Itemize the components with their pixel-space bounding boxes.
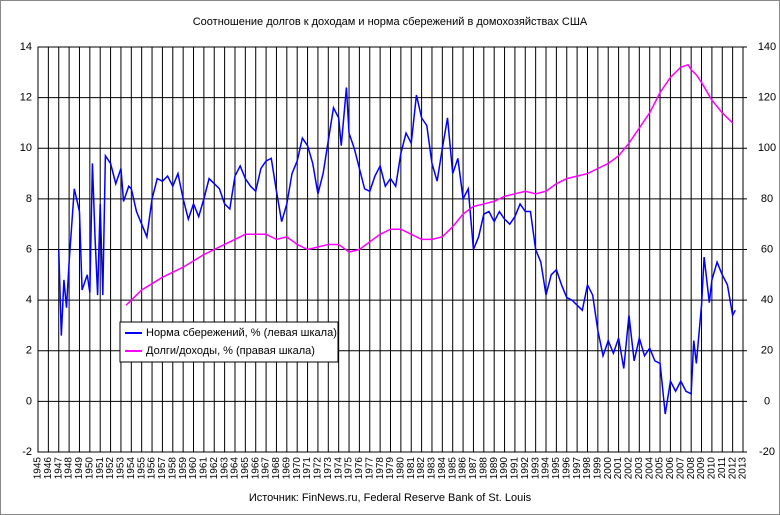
- x-tick-label: 1969: [281, 457, 292, 480]
- x-tick-label: 1971: [302, 457, 313, 480]
- x-tick-label: 1957: [157, 457, 168, 480]
- x-tick-label: 2012: [727, 457, 738, 480]
- x-tick-label: 1981: [406, 457, 417, 480]
- x-tick-label: 1975: [344, 457, 355, 480]
- x-tick-label: 1980: [396, 457, 407, 480]
- x-tick-label: 1973: [323, 457, 334, 480]
- x-tick-label: 1970: [292, 457, 303, 480]
- x-tick-label: 2001: [613, 457, 624, 480]
- x-tick-label: 1952: [105, 457, 116, 480]
- y2-tick-label: 0: [764, 395, 770, 407]
- x-tick-label: 1947: [53, 457, 64, 480]
- x-tick-label: 1985: [447, 457, 458, 480]
- y2-tick-label: 20: [761, 345, 773, 357]
- x-tick-label: 1962: [209, 457, 220, 480]
- x-tick-label: 1945: [33, 457, 44, 480]
- y2-tick-label: 80: [761, 193, 773, 205]
- y-tick-label: 0: [26, 395, 32, 407]
- x-tick-label: 1995: [551, 457, 562, 480]
- x-tick-label: 1963: [219, 457, 230, 480]
- x-tick-label: 1958: [167, 457, 178, 480]
- plot-border: [37, 46, 744, 453]
- y-tick-label: 4: [26, 294, 32, 306]
- x-tick-label: 1968: [271, 457, 282, 480]
- x-tick-label: 1989: [489, 457, 500, 480]
- y2-tick-label: 100: [758, 142, 776, 154]
- x-tick-label: 1951: [95, 457, 106, 480]
- x-tick-label: 1967: [261, 457, 272, 480]
- x-tick-label: 1982: [416, 457, 427, 480]
- x-tick-label: 1976: [354, 457, 365, 480]
- x-tick-label: 1960: [188, 457, 199, 480]
- y2-tick-label: -20: [759, 446, 775, 458]
- x-tick-label: 2004: [644, 457, 655, 480]
- x-tick-label: 1990: [499, 457, 510, 480]
- x-tick-label: 1974: [333, 457, 344, 480]
- x-tick-label: 2003: [634, 457, 645, 480]
- series-line: [57, 87, 736, 415]
- x-tick-label: 1991: [510, 457, 521, 480]
- x-tick-label: 1996: [561, 457, 572, 480]
- y-tick-label: 2: [26, 345, 32, 357]
- x-tick-label: 1946: [43, 457, 54, 480]
- x-tick-label: 1992: [520, 457, 531, 480]
- y2-tick-label: 40: [761, 294, 773, 306]
- x-tick-label: 1986: [458, 457, 469, 480]
- x-tick-label: 1977: [364, 457, 375, 480]
- y2-tick-label: 140: [758, 41, 776, 53]
- legend-box: [119, 321, 339, 363]
- x-tick-label: 2002: [624, 457, 635, 480]
- x-tick-label: 1983: [427, 457, 438, 480]
- x-tick-label: 1948: [64, 457, 75, 480]
- y-tick-label: -2: [22, 446, 32, 458]
- y-tick-label: 10: [20, 142, 32, 154]
- x-tick-label: 1997: [572, 457, 583, 480]
- x-tick-label: 1955: [136, 457, 147, 480]
- chart-title: Соотношение долгов к доходам и норма сбе…: [193, 16, 588, 28]
- x-tick-label: 1950: [84, 457, 95, 480]
- legend-label: Долги/доходы, % (правая шкала): [146, 345, 315, 357]
- x-tick-label: 1984: [437, 457, 448, 480]
- x-tick-label: 1979: [385, 457, 396, 480]
- x-tick-label: 1988: [478, 457, 489, 480]
- legend-label: Норма сбережений, % (левая шкала): [146, 327, 337, 339]
- x-tick-label: 1999: [592, 457, 603, 480]
- y2-tick-label: 120: [758, 92, 776, 104]
- x-tick-label: 1959: [178, 457, 189, 480]
- x-tick-label: 1961: [199, 457, 210, 480]
- y-tick-label: 6: [26, 243, 32, 255]
- y-tick-label: 8: [26, 193, 32, 205]
- x-tick-label: 1987: [468, 457, 479, 480]
- source: Источник: FinNews.ru, Federal Reserve Ba…: [249, 492, 532, 504]
- x-tick-label: 2013: [738, 457, 749, 480]
- series-line: [125, 63, 734, 306]
- x-tick-label: 1954: [126, 457, 137, 480]
- x-tick-label: 1966: [250, 457, 261, 480]
- x-tick-label: 2008: [686, 457, 697, 480]
- x-tick-label: 1953: [116, 457, 127, 480]
- x-tick-label: 2005: [655, 457, 666, 480]
- x-tick-label: 1964: [230, 457, 241, 480]
- x-tick-label: 1965: [240, 457, 251, 480]
- x-tick-label: 1956: [147, 457, 158, 480]
- x-tick-label: 2007: [675, 457, 686, 480]
- y-tick-label: 12: [20, 92, 32, 104]
- y-tick-label: 14: [20, 41, 32, 53]
- x-tick-label: 1972: [313, 457, 324, 480]
- x-tick-label: 1998: [582, 457, 593, 480]
- x-tick-label: 2011: [717, 457, 728, 479]
- x-tick-label: 2006: [665, 457, 676, 480]
- x-tick-label: 1993: [530, 457, 541, 480]
- x-tick-label: 2009: [696, 457, 707, 480]
- y2-tick-label: 60: [761, 243, 773, 255]
- x-tick-label: 1994: [541, 457, 552, 480]
- x-tick-label: 2010: [707, 457, 718, 480]
- x-tick-label: 1978: [375, 457, 386, 480]
- x-tick-label: 2000: [603, 457, 614, 480]
- x-tick-label: 1949: [74, 457, 85, 480]
